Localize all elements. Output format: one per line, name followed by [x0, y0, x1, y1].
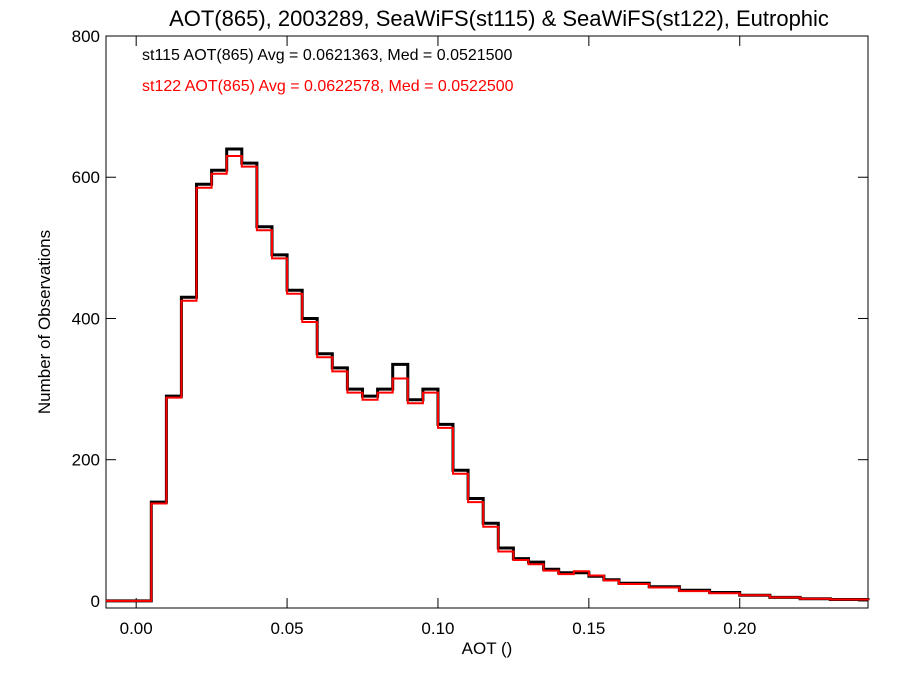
x-tick-label: 0.20 [723, 619, 756, 638]
x-tick-label: 0.05 [271, 619, 304, 638]
stat-line-st115: st115 AOT(865) Avg = 0.0621363, Med = 0.… [142, 47, 512, 64]
y-tick-label: 800 [72, 27, 100, 46]
x-tick-label: 0.15 [572, 619, 605, 638]
series-group [106, 147, 870, 603]
series-line-st115 [106, 147, 870, 603]
y-axis-label: Number of Observations [35, 230, 54, 414]
series-line-st122 [106, 155, 869, 602]
chart-title: AOT(865), 2003289, SeaWiFS(st115) & SeaW… [169, 6, 829, 31]
y-tick-label: 0 [91, 592, 100, 611]
x-axis-label: AOT () [462, 639, 513, 658]
y-tick-label: 200 [72, 451, 100, 470]
y-tick-label: 600 [72, 168, 100, 187]
x-tick-label: 0.10 [421, 619, 454, 638]
x-tick-label: 0.00 [120, 619, 153, 638]
axis-ticks: 0.00 0.05 0.10 0.15 0.20 0 200 400 600 800 [72, 27, 868, 638]
plot-frame [105, 35, 869, 609]
y-tick-label: 400 [72, 309, 100, 328]
stat-line-st122: st122 AOT(865) Avg = 0.0622578, Med = 0.… [142, 78, 514, 95]
